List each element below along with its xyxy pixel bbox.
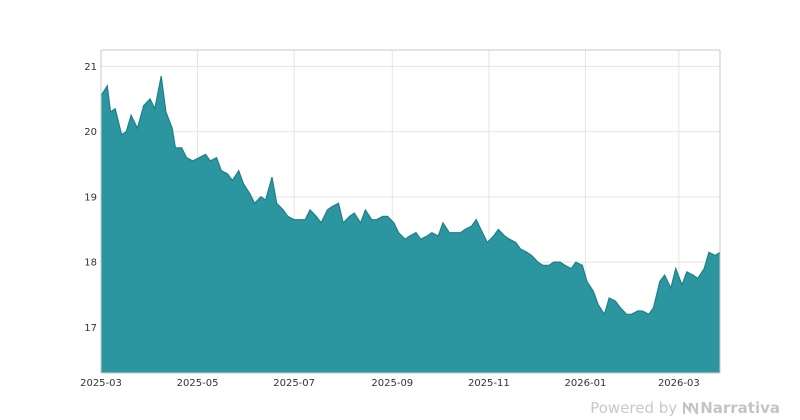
y-tick-label: 17	[84, 323, 97, 334]
x-tick-label: 2025-05	[177, 378, 219, 389]
powered-by-text: Powered by	[590, 399, 678, 417]
brand-link[interactable]: Narrativa	[683, 399, 780, 417]
x-tick-label: 2025-03	[80, 378, 122, 389]
x-tick-label: 2026-03	[658, 378, 700, 389]
x-axis-ticks: 2025-03 2025-05 2025-07 2025-09 2025-11 2026-…	[80, 378, 700, 389]
y-tick-label: 20	[84, 127, 97, 138]
area-series	[100, 75, 721, 373]
area-fill	[101, 76, 720, 373]
brand-name: Narrativa	[700, 399, 780, 417]
series-line	[100, 75, 721, 316]
narrativa-logo-icon	[683, 401, 699, 415]
y-tick-label: 21	[84, 62, 97, 73]
x-tick-label: 2025-07	[273, 378, 315, 389]
y-tick-label: 18	[84, 258, 97, 269]
y-tick-label: 19	[84, 192, 97, 203]
x-tick-label: 2025-09	[371, 378, 413, 389]
footer-attribution: Powered by Narrativa	[590, 399, 780, 417]
y-axis-ticks: 17 18 19 20 21	[84, 62, 97, 334]
x-tick-label: 2025-11	[468, 378, 510, 389]
axes	[100, 49, 721, 374]
x-tick-label: 2026-01	[565, 378, 607, 389]
